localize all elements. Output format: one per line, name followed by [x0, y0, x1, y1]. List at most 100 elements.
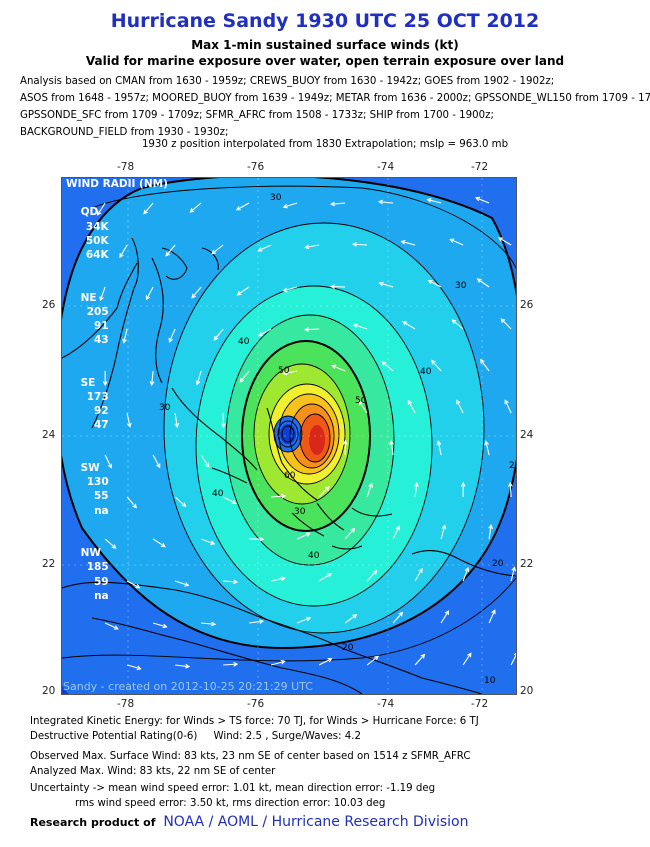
wind-arrow-head [119, 253, 124, 259]
wind-arrow [223, 663, 238, 666]
wind-arrow-head [491, 609, 496, 615]
radius-cell: 205 [86, 305, 109, 318]
wind-arrow [331, 365, 346, 372]
wind-arrow-head [280, 576, 286, 581]
band-80kt [309, 425, 325, 455]
wind-arrow-head [513, 652, 516, 656]
wind-arrow-head [210, 540, 216, 545]
wind-arrow-head [181, 502, 187, 508]
wind-arrow [143, 202, 154, 215]
wind-arrow [174, 496, 186, 507]
contour-label: 20 [492, 559, 504, 569]
wind-arrow-head [511, 566, 516, 572]
lon-tick-bottom: -72 [471, 698, 489, 710]
wind-arrow-head [162, 623, 168, 629]
wind-arrow-head [451, 319, 457, 324]
wind-arrow [196, 370, 202, 385]
wind-arrow [462, 653, 472, 666]
wind-arrow-head [122, 338, 127, 344]
radius-cell: 92 [94, 405, 109, 418]
wind-arrow-head [204, 462, 210, 468]
wind-arrow-head [303, 327, 309, 332]
wind-arrow [510, 567, 516, 582]
wind-arrow [475, 197, 490, 204]
wind-arrow-head [395, 525, 400, 531]
lat-tick-left: 26 [42, 299, 56, 311]
wind-arrow [485, 441, 490, 456]
destructive-rating: Destructive Potential Rating(0-6) Wind: … [30, 731, 361, 742]
wind-arrow-head [257, 332, 263, 337]
wind-arrow [414, 654, 425, 666]
wind-arrow-head [327, 573, 333, 578]
wind-arrow-head [330, 201, 336, 207]
wind-arrow [239, 370, 250, 383]
wind-arrow-head [500, 318, 506, 324]
contour-label: 40 [212, 489, 224, 499]
wind-arrow [296, 532, 311, 540]
wind-arrow [152, 538, 166, 548]
wind-arrow [401, 240, 416, 246]
wind-arrow [305, 328, 320, 331]
wind-arrow-head [508, 481, 513, 487]
wind-arrow-head [102, 381, 108, 387]
wind-arrow [379, 201, 394, 204]
wind-arrow [222, 496, 236, 504]
wind-arrow-head [174, 422, 180, 428]
wind-arrow [480, 359, 490, 372]
wind-arrow [119, 244, 128, 258]
radius-cell: 59 [94, 575, 109, 588]
wind-arrow [200, 454, 210, 468]
header-cell: QD [80, 206, 99, 219]
radius-cell: 43 [94, 334, 109, 347]
wind-arrow-head [233, 579, 239, 585]
wind-arrow-head [418, 567, 423, 573]
wind-arrow [126, 412, 131, 427]
wind-arrow [428, 280, 442, 288]
wind-arrow-head [233, 661, 239, 667]
wind-arrow-head [135, 583, 141, 589]
wind-arrow-head [305, 532, 311, 537]
wind-radii-row: NW 185 59 na [66, 532, 168, 617]
contour-label: 20 [509, 461, 516, 471]
wind-arrow-head [96, 210, 102, 216]
lat-tick-right: 22 [520, 558, 534, 570]
wind-arrow [258, 328, 272, 337]
wind-arrow-head [235, 206, 241, 211]
wind-arrow-head [231, 499, 237, 504]
wind-arrow [402, 321, 416, 330]
wind-arrow [358, 401, 368, 414]
wind-arrow [174, 412, 178, 427]
wind-arrow [344, 614, 357, 624]
wind-arrow-head [351, 241, 357, 247]
wind-arrow-head [480, 358, 485, 364]
wind-arrow [270, 577, 285, 582]
wind-arrow [296, 617, 311, 624]
contour-label: 20 [342, 643, 354, 653]
wind-field-map: 30 30 30 30 40 40 40 40 50 50 20 20 20 1… [61, 177, 517, 695]
lat-tick-right: 20 [520, 685, 534, 697]
analysis-line: Analysis based on CMAN from 1630 - 1959z… [20, 76, 555, 87]
wind-arrow [477, 278, 490, 288]
contour-label: 50 [355, 396, 367, 406]
wind-arrow-head [407, 399, 413, 405]
contour-label: 40 [420, 367, 432, 377]
contour-label: 40 [308, 551, 320, 561]
contour-label: 60 [284, 471, 296, 481]
lon-tick-bottom: -74 [377, 698, 395, 710]
wind-arrow [283, 202, 298, 208]
wind-arrow [190, 202, 202, 213]
contour-label-group: 30 30 30 30 40 40 40 40 50 50 20 20 20 1… [159, 193, 516, 686]
lon-tick-top: -78 [117, 161, 135, 173]
radius-cell: 47 [94, 419, 109, 432]
wind-arrow [236, 202, 250, 211]
wind-arrow-head [352, 323, 358, 329]
wind-arrow-head [427, 279, 433, 285]
wind-arrow-head [441, 524, 447, 530]
wind-arrow-head [236, 291, 242, 296]
research-org-link[interactable]: NOAA / AOML / Hurricane Research Divisio… [163, 814, 469, 830]
wind-arrow-head [374, 655, 380, 661]
wind-arrow [318, 658, 332, 666]
wind-arrow [104, 622, 119, 630]
wind-arrow [152, 454, 161, 468]
wind-arrow [431, 360, 442, 372]
